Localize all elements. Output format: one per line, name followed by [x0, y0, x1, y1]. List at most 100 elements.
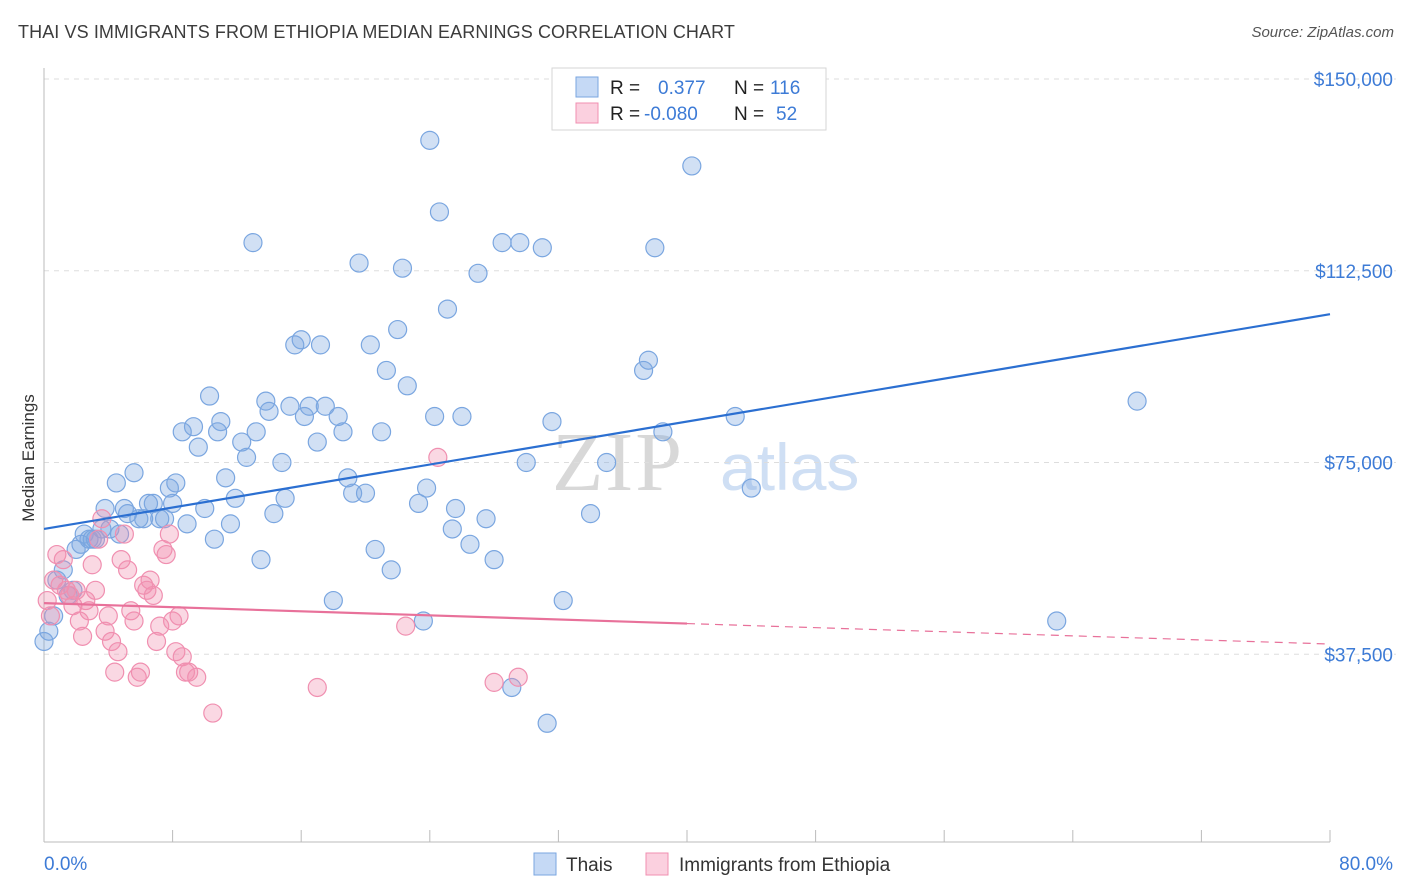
- thais-point: [315, 396, 335, 416]
- thais-point: [445, 498, 466, 519]
- bottom-legend-label-thais: Thais: [566, 855, 612, 876]
- thais-point: [114, 498, 134, 519]
- thais-point: [251, 550, 271, 570]
- thais-point: [741, 478, 761, 498]
- thais-point: [328, 406, 348, 427]
- ethiopia-point: [124, 611, 144, 631]
- thais-point: [163, 493, 183, 514]
- bottom-legend-label-ethiopia: Immigrants from Ethiopia: [679, 855, 891, 876]
- thais-point: [1047, 611, 1067, 631]
- thais-point: [416, 478, 437, 498]
- thais-point: [355, 483, 376, 503]
- thais-point: [425, 406, 445, 427]
- ethiopia-point: [40, 606, 61, 626]
- ethiopia-point: [150, 616, 170, 636]
- thais-point: [429, 202, 450, 222]
- thais-point: [183, 417, 204, 437]
- watermark-atlas: atlas: [720, 430, 859, 504]
- thais-point: [484, 550, 504, 570]
- ethiopia-point: [169, 606, 189, 626]
- thais-point: [310, 335, 331, 355]
- ethiopia-point: [166, 642, 186, 662]
- thais-point: [246, 422, 266, 442]
- ethiopia-point: [114, 524, 134, 544]
- ethiopia-point: [53, 550, 73, 570]
- thais-point: [236, 447, 257, 467]
- thais-point: [216, 468, 236, 488]
- thais-point: [199, 386, 220, 406]
- legend-swatch-thais: [575, 76, 599, 98]
- legend: R = 0.377 N = 116 R = -0.080 N = 52: [551, 67, 827, 131]
- thais-trend-line: [43, 313, 1331, 531]
- thais-point: [397, 376, 417, 396]
- ethiopia-point: [484, 672, 504, 692]
- thais-point: [272, 452, 292, 473]
- ethiopia-point: [187, 667, 207, 687]
- thais-point: [256, 391, 276, 411]
- ethiopia-point: [159, 524, 179, 544]
- thais-point: [204, 529, 224, 549]
- bottom-legend: Thais Immigrants from Ethiopia: [533, 852, 891, 876]
- ethiopia-point: [69, 611, 89, 631]
- thais-point: [476, 509, 496, 529]
- chart-title: THAI VS IMMIGRANTS FROM ETHIOPIA MEDIAN …: [18, 22, 736, 42]
- legend-n-label-1: N =: [734, 78, 764, 99]
- y-tick-label: $150,000: [1314, 70, 1393, 91]
- ethiopia-trend-line-dashed: [686, 622, 1331, 645]
- ethiopia-trend-line: [43, 602, 688, 625]
- series-ethiopia: [37, 447, 528, 723]
- thais-point: [220, 514, 241, 534]
- thais-point: [323, 590, 343, 611]
- y-axis-title: Median Earnings: [19, 394, 38, 522]
- legend-r-value-1: 0.377: [658, 78, 706, 99]
- thais-point: [360, 335, 380, 355]
- thais-point: [381, 560, 401, 580]
- thais-point: [437, 299, 458, 319]
- series-thais: [34, 130, 1147, 733]
- legend-r-value-2: -0.080: [644, 104, 698, 125]
- thais-point: [166, 473, 186, 493]
- bottom-legend-swatch-thais: [533, 852, 557, 876]
- ethiopia-point: [105, 662, 125, 682]
- y-tick-labels: $37,500 $75,000 $112,500 $150,000: [1314, 70, 1393, 666]
- ethiopia-point: [72, 626, 93, 646]
- ethiopia-point: [137, 580, 157, 600]
- thais-point: [259, 401, 279, 421]
- thais-point: [95, 498, 115, 519]
- thais-point: [291, 330, 311, 350]
- thais-point: [725, 406, 745, 427]
- thais-point: [243, 233, 263, 253]
- legend-r-label-2: R =: [610, 104, 640, 125]
- chart-source: Source: ZipAtlas.com: [1251, 24, 1394, 41]
- thais-point: [211, 411, 231, 432]
- thais-point: [34, 631, 54, 652]
- legend-n-value-1: 116: [770, 78, 800, 99]
- ethiopia-point: [130, 662, 151, 682]
- trend-lines: [43, 313, 1331, 645]
- thais-point: [420, 130, 440, 150]
- thais-point: [553, 590, 573, 611]
- thais-point: [580, 504, 601, 524]
- y-tick-label: $75,000: [1324, 454, 1393, 475]
- thais-point: [1127, 391, 1147, 411]
- thais-point: [365, 539, 385, 560]
- thais-point: [532, 238, 552, 258]
- ethiopia-point: [111, 550, 131, 570]
- ethiopia-point: [127, 667, 147, 687]
- thais-point: [388, 319, 408, 340]
- thais-point: [516, 452, 536, 473]
- bottom-legend-swatch-ethiopia: [645, 852, 669, 876]
- ethiopia-point: [108, 642, 128, 662]
- thais-point: [109, 524, 130, 544]
- thais-point: [134, 509, 154, 529]
- ethiopia-point: [203, 703, 223, 723]
- thais-point: [285, 335, 305, 355]
- thais-point: [232, 432, 252, 452]
- thais-point: [442, 519, 462, 539]
- axes: [43, 68, 1331, 843]
- ethiopia-point: [307, 677, 327, 698]
- thais-point: [452, 406, 472, 427]
- thais-point: [280, 396, 300, 416]
- ethiopia-point: [396, 616, 416, 636]
